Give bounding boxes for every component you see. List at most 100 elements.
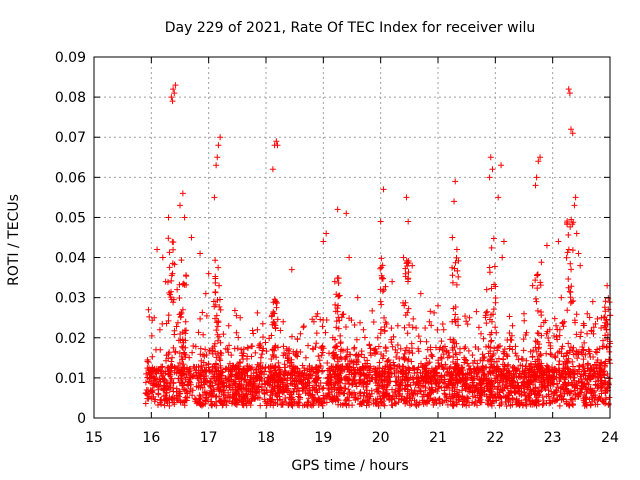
data-point (181, 387, 188, 394)
data-point (402, 400, 409, 407)
data-point (157, 346, 164, 353)
data-point (169, 238, 176, 245)
data-point (501, 385, 508, 392)
data-point (222, 365, 229, 372)
data-point (455, 273, 462, 280)
data-point (538, 387, 545, 394)
data-point (149, 382, 156, 389)
data-point (351, 370, 358, 377)
data-point (591, 370, 598, 377)
data-point (473, 308, 480, 315)
data-point (189, 392, 196, 399)
data-point (564, 307, 571, 314)
data-point (175, 375, 182, 382)
data-point (425, 360, 431, 367)
data-point (170, 344, 177, 351)
data-point (579, 380, 586, 387)
data-point (168, 94, 175, 101)
data-point (268, 374, 275, 381)
data-point (378, 351, 385, 358)
data-point (170, 388, 177, 395)
data-point (388, 325, 395, 332)
data-point (563, 359, 570, 366)
data-point (205, 396, 212, 403)
data-point (253, 374, 260, 381)
data-point (378, 264, 385, 271)
data-point (587, 366, 594, 373)
y-tick-label: 0.04 (55, 251, 86, 267)
data-point (292, 383, 299, 390)
data-point (357, 372, 364, 379)
data-point (226, 342, 233, 349)
data-point (463, 402, 470, 409)
data-point (506, 329, 513, 336)
data-point (191, 372, 198, 379)
data-point (423, 338, 430, 345)
data-point (556, 367, 563, 374)
data-point (594, 349, 601, 356)
data-point (403, 194, 410, 201)
data-point (159, 363, 166, 370)
data-point (375, 343, 382, 350)
data-point (211, 340, 218, 347)
data-point (572, 391, 579, 398)
data-point (565, 86, 572, 93)
data-point (577, 262, 584, 269)
data-point (501, 363, 508, 370)
data-point (316, 357, 323, 364)
data-point (389, 278, 396, 285)
data-point (417, 338, 424, 345)
data-point (169, 260, 176, 267)
data-point (448, 371, 455, 378)
data-point (376, 359, 383, 366)
data-point (319, 368, 326, 375)
data-point (271, 347, 278, 354)
data-point (192, 343, 199, 350)
data-point (604, 282, 611, 289)
data-point (288, 356, 295, 363)
data-point (568, 283, 575, 290)
data-point (334, 358, 341, 365)
data-point (239, 371, 246, 378)
data-point (197, 351, 204, 358)
data-point (212, 360, 219, 367)
data-point (311, 378, 318, 385)
data-point (384, 381, 391, 388)
data-point (574, 355, 581, 362)
data-point (295, 391, 302, 398)
data-point (538, 332, 545, 339)
data-point (289, 402, 296, 409)
data-point (430, 401, 437, 408)
data-point (169, 363, 176, 370)
data-point (249, 327, 256, 334)
data-point (523, 329, 530, 336)
data-point (547, 383, 554, 390)
data-point (463, 385, 470, 392)
data-point (312, 370, 319, 377)
data-point (272, 342, 279, 349)
data-point (265, 374, 272, 381)
data-point (379, 374, 386, 381)
data-point (171, 331, 178, 338)
data-point (251, 395, 258, 402)
data-point (573, 311, 580, 318)
data-point (181, 281, 188, 288)
data-point (422, 384, 429, 391)
data-point (328, 363, 335, 370)
data-point (247, 376, 254, 383)
data-point (582, 370, 589, 377)
data-point (589, 298, 596, 305)
data-point (194, 374, 201, 381)
data-point (169, 393, 176, 400)
data-point (500, 388, 507, 395)
data-point (342, 400, 349, 407)
data-point (360, 392, 367, 399)
data-point (553, 333, 560, 340)
data-point (492, 324, 499, 331)
data-point (322, 329, 329, 336)
data-point (179, 190, 186, 197)
data-point (343, 363, 350, 370)
data-point (201, 375, 208, 382)
data-point (487, 348, 494, 355)
data-point (452, 178, 459, 185)
